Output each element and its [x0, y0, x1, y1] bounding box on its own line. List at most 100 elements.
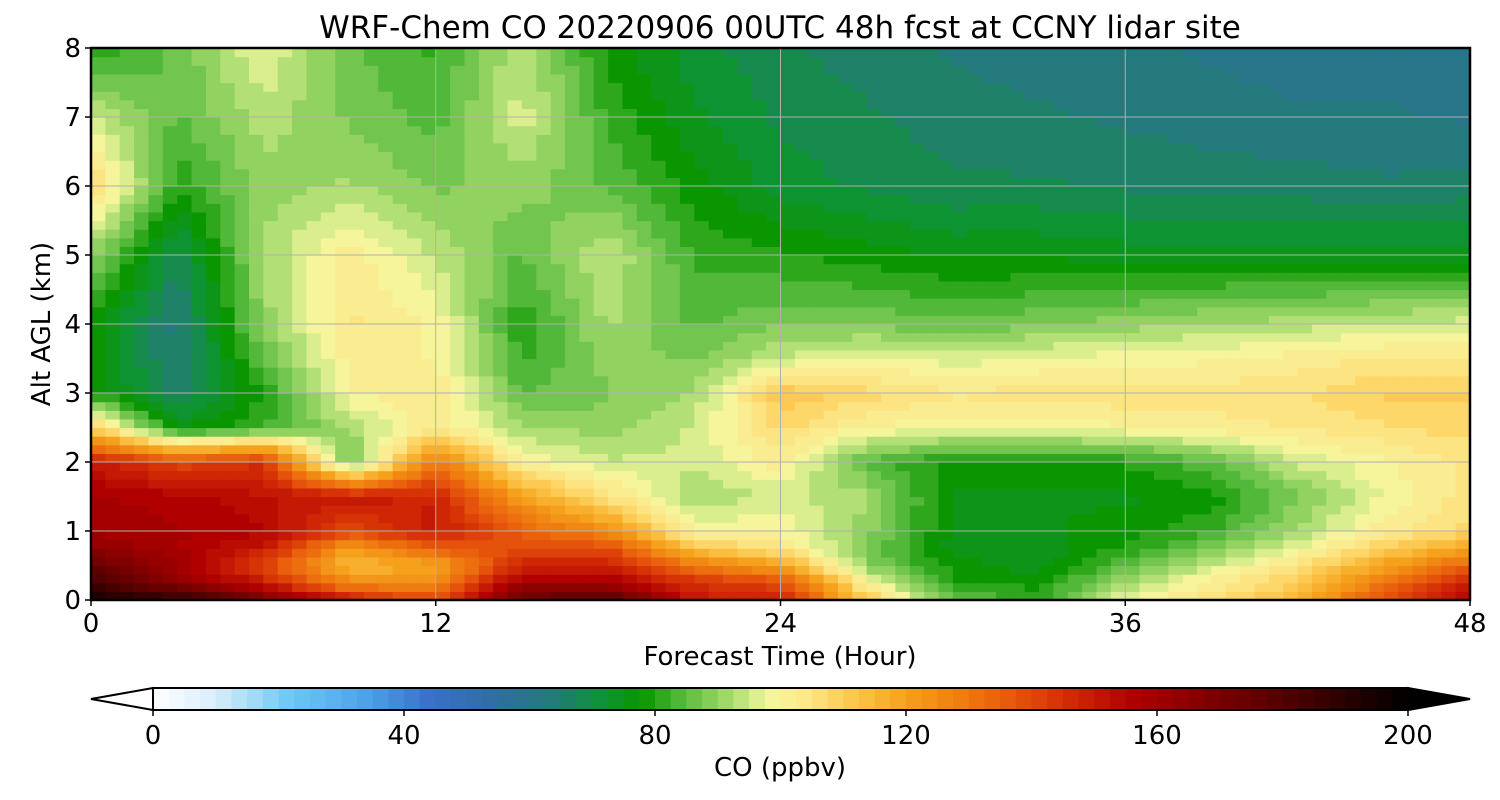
heatmap-cell [995, 358, 1011, 368]
heatmap-cell [924, 427, 940, 437]
heatmap-cell [450, 177, 466, 187]
heatmap-cell [708, 401, 724, 411]
heatmap-cell [550, 582, 566, 592]
heatmap-cell [177, 539, 193, 549]
heatmap-cell [292, 574, 308, 584]
heatmap-cell [536, 160, 552, 170]
heatmap-cell [981, 142, 997, 153]
heatmap-cell [1168, 255, 1184, 265]
heatmap-cell [378, 298, 394, 308]
heatmap-cell [1125, 367, 1141, 377]
heatmap-cell [938, 306, 954, 316]
heatmap-cell [450, 574, 466, 584]
heatmap-cell [162, 246, 178, 256]
heatmap-cell [751, 56, 767, 66]
heatmap-cell [1096, 255, 1112, 265]
heatmap-cell [521, 168, 537, 178]
heatmap-cell [737, 548, 753, 558]
heatmap-cell [1067, 513, 1083, 523]
heatmap-cell [378, 142, 394, 153]
heatmap-cell [694, 444, 710, 454]
heatmap-cell [995, 255, 1011, 265]
heatmap-cell [679, 332, 695, 342]
heatmap-cell [421, 341, 437, 351]
heatmap-cell [1082, 298, 1098, 308]
heatmap-cell [493, 255, 509, 265]
heatmap-cell [708, 91, 724, 101]
heatmap-cell [550, 246, 566, 256]
heatmap-cell [320, 48, 336, 58]
heatmap-cell [1053, 522, 1069, 532]
heatmap-cell [1053, 117, 1069, 127]
heatmap-cell [450, 117, 466, 127]
heatmap-cell [1024, 306, 1040, 316]
heatmap-cell [134, 117, 150, 127]
heatmap-cell [1168, 341, 1184, 351]
heatmap-cell [378, 108, 394, 118]
heatmap-cell [694, 125, 710, 135]
heatmap-cell [464, 349, 480, 360]
heatmap-cell [866, 462, 882, 472]
heatmap-cell [593, 315, 609, 325]
heatmap-cell [593, 505, 609, 515]
heatmap-cell [1067, 298, 1083, 308]
heatmap-cell [1067, 574, 1083, 584]
heatmap-cell [579, 99, 595, 109]
heatmap-cell [464, 384, 480, 394]
heatmap-cell [464, 168, 480, 178]
heatmap-cell [679, 56, 695, 66]
heatmap-cell [679, 194, 695, 204]
heatmap-cell [1153, 298, 1169, 308]
heatmap-cell [866, 522, 882, 532]
heatmap-cell [995, 487, 1011, 498]
heatmap-cell [766, 410, 782, 420]
heatmap-cell [723, 315, 738, 325]
heatmap-cell [306, 168, 322, 178]
heatmap-cell [981, 99, 997, 109]
heatmap-cell [809, 56, 825, 66]
heatmap-cell [119, 134, 135, 144]
heatmap-cell [249, 280, 264, 291]
heatmap-cell [679, 582, 695, 592]
heatmap-cell [1139, 341, 1155, 351]
heatmap-cell [579, 246, 595, 256]
heatmap-cell [177, 73, 193, 84]
heatmap-cell [622, 462, 638, 472]
heatmap-cell [91, 134, 106, 144]
heatmap-cell [1139, 272, 1155, 282]
heatmap-cell [579, 168, 595, 178]
heatmap-cell [1082, 427, 1098, 437]
heatmap-cell [493, 65, 509, 75]
heatmap-cell [1010, 539, 1026, 549]
heatmap-cell [708, 505, 724, 515]
heatmap-cell [493, 479, 509, 489]
heatmap-cell [938, 220, 954, 230]
heatmap-cell [234, 280, 250, 291]
heatmap-cell [995, 289, 1011, 299]
heatmap-cell [205, 332, 221, 342]
heatmap-cell [766, 229, 782, 239]
heatmap-cell [679, 539, 695, 549]
heatmap-cell [450, 306, 466, 316]
heatmap-cell [119, 531, 135, 541]
heatmap-cell [981, 496, 997, 506]
heatmap-cell [881, 384, 897, 394]
heatmap-cell [967, 341, 983, 351]
heatmap-cell [1039, 229, 1055, 239]
heatmap-cell [292, 496, 308, 506]
heatmap-cell [435, 513, 451, 523]
heatmap-cell [837, 108, 853, 118]
heatmap-cell [636, 56, 652, 66]
heatmap-cell [723, 82, 738, 92]
heatmap-cell [1010, 513, 1026, 523]
heatmap-cell [363, 539, 379, 549]
heatmap-cell [780, 306, 796, 316]
heatmap-cell [1197, 539, 1213, 549]
heatmap-cell [349, 73, 365, 84]
heatmap-cell [550, 65, 566, 75]
heatmap-cell [478, 401, 494, 411]
heatmap-cell [1125, 142, 1141, 153]
heatmap-cell [938, 324, 954, 334]
heatmap-cell [651, 513, 667, 523]
heatmap-cell [277, 582, 293, 592]
